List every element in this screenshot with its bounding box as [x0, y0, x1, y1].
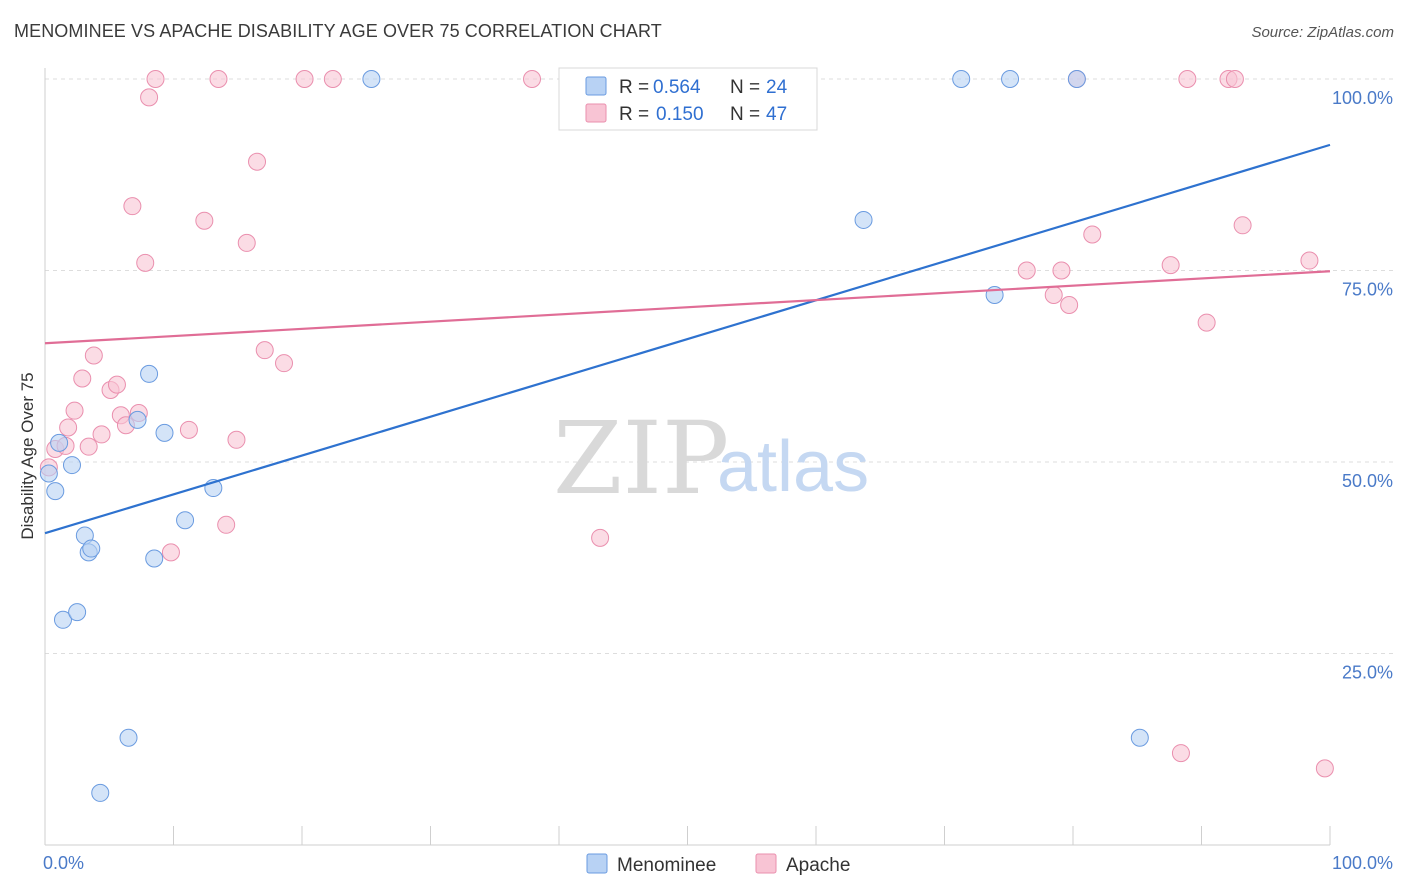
menominee-point [140, 364, 159, 383]
apache-point [59, 418, 78, 437]
apache-point [195, 211, 214, 230]
legend-r-value: 0.150 [656, 104, 704, 125]
apache-point [1300, 251, 1319, 270]
menominee-point [145, 549, 164, 568]
apache-trend-line [44, 270, 1331, 345]
apache-point [523, 70, 542, 88]
menominee-point [68, 603, 87, 622]
apache-point [227, 430, 246, 449]
apache-point [1017, 261, 1036, 280]
menominee-point [39, 464, 58, 483]
y-tick-label: 50.0% [1342, 471, 1393, 491]
apache-point [1197, 313, 1216, 332]
y-axis-label: Disability Age Over 75 [18, 372, 37, 539]
apache-point [84, 346, 103, 365]
apache-point [1225, 70, 1244, 88]
legend-r-label: R = [619, 104, 649, 125]
x-tick-label: 0.0% [43, 853, 84, 873]
y-tick-label: 100.0% [1332, 88, 1393, 108]
menominee-point [53, 610, 72, 629]
y-tick-label: 75.0% [1342, 280, 1393, 300]
menominee-point [176, 511, 195, 530]
chart-title: MENOMINEE VS APACHE DISABILITY AGE OVER … [14, 21, 662, 41]
apache-point [1052, 261, 1071, 280]
watermark: ZIP atlas [553, 400, 869, 517]
menominee-point [854, 210, 873, 229]
apache-point [136, 253, 155, 272]
legend-swatch-apache [585, 103, 607, 123]
legend-swatch-menominee [586, 853, 608, 874]
apache-point [161, 543, 180, 562]
menominee-point [1001, 70, 1020, 88]
trend-lines [44, 143, 1331, 535]
legend-n-value: 24 [766, 77, 788, 98]
apache-point [209, 70, 228, 88]
menominee-point [952, 70, 971, 88]
apache-point [591, 528, 610, 547]
legend-n-label: N = [730, 77, 760, 98]
legend-r-label: R = [619, 77, 649, 98]
legend-n-value: 47 [766, 104, 787, 125]
legend-series-name: Apache [786, 855, 850, 876]
chart-source: Source: ZipAtlas.com [1251, 24, 1394, 41]
menominee-point [62, 456, 81, 475]
apache-point [79, 437, 98, 456]
legend-n-label: N = [730, 104, 760, 125]
legend-series-name: Menominee [617, 855, 716, 876]
apache-point [107, 375, 126, 394]
apache-point [1060, 295, 1079, 314]
legend-r-value: 0.564 [653, 77, 701, 98]
x-tick-label: 100.0% [1332, 853, 1393, 873]
series-legend: Menominee Apache [586, 853, 850, 876]
menominee-point [91, 783, 110, 802]
apache-point [295, 70, 314, 88]
menominee-point [50, 433, 69, 452]
apache-point [323, 70, 342, 88]
menominee-point [46, 482, 65, 501]
apache-point [1044, 286, 1063, 305]
menominee-point [1067, 70, 1086, 88]
legend-swatch-menominee [585, 76, 607, 96]
apache-point [179, 420, 198, 439]
apache-point [1233, 216, 1252, 235]
apache-point [248, 152, 267, 171]
apache-point [92, 425, 111, 444]
apache-point [140, 88, 159, 107]
correlation-legend: R = 0.564 N = 24 R = 0.150 N = 47 [558, 67, 818, 131]
menominee-point [128, 410, 147, 429]
apache-point [1161, 256, 1180, 275]
menominee-point [119, 728, 138, 747]
apache-point [73, 369, 92, 388]
apache-point [237, 233, 256, 252]
watermark-zip: ZIP [553, 400, 729, 517]
apache-point [1178, 70, 1197, 88]
x-tick-labels: 0.0% 100.0% [43, 853, 1393, 873]
menominee-trend-line [44, 143, 1331, 535]
apache-point [1171, 744, 1190, 763]
y-tick-labels: 25.0% 50.0% 75.0% 100.0% [1332, 88, 1393, 683]
apache-point [255, 341, 274, 360]
menominee-point [362, 70, 381, 88]
apache-point [65, 401, 84, 420]
y-tick-label: 25.0% [1342, 663, 1393, 683]
apache-point [217, 515, 236, 534]
apache-point [123, 197, 142, 216]
menominee-point [82, 539, 101, 558]
grid-lines [45, 78, 1395, 654]
menominee-point [1130, 728, 1149, 747]
legend-swatch-apache [755, 853, 777, 874]
apache-point [146, 70, 165, 88]
apache-point [1083, 225, 1102, 244]
watermark-atlas: atlas [717, 427, 869, 507]
menominee-point [155, 423, 174, 442]
axes [44, 68, 1331, 846]
apache-point [275, 354, 294, 373]
apache-point [1315, 759, 1334, 778]
